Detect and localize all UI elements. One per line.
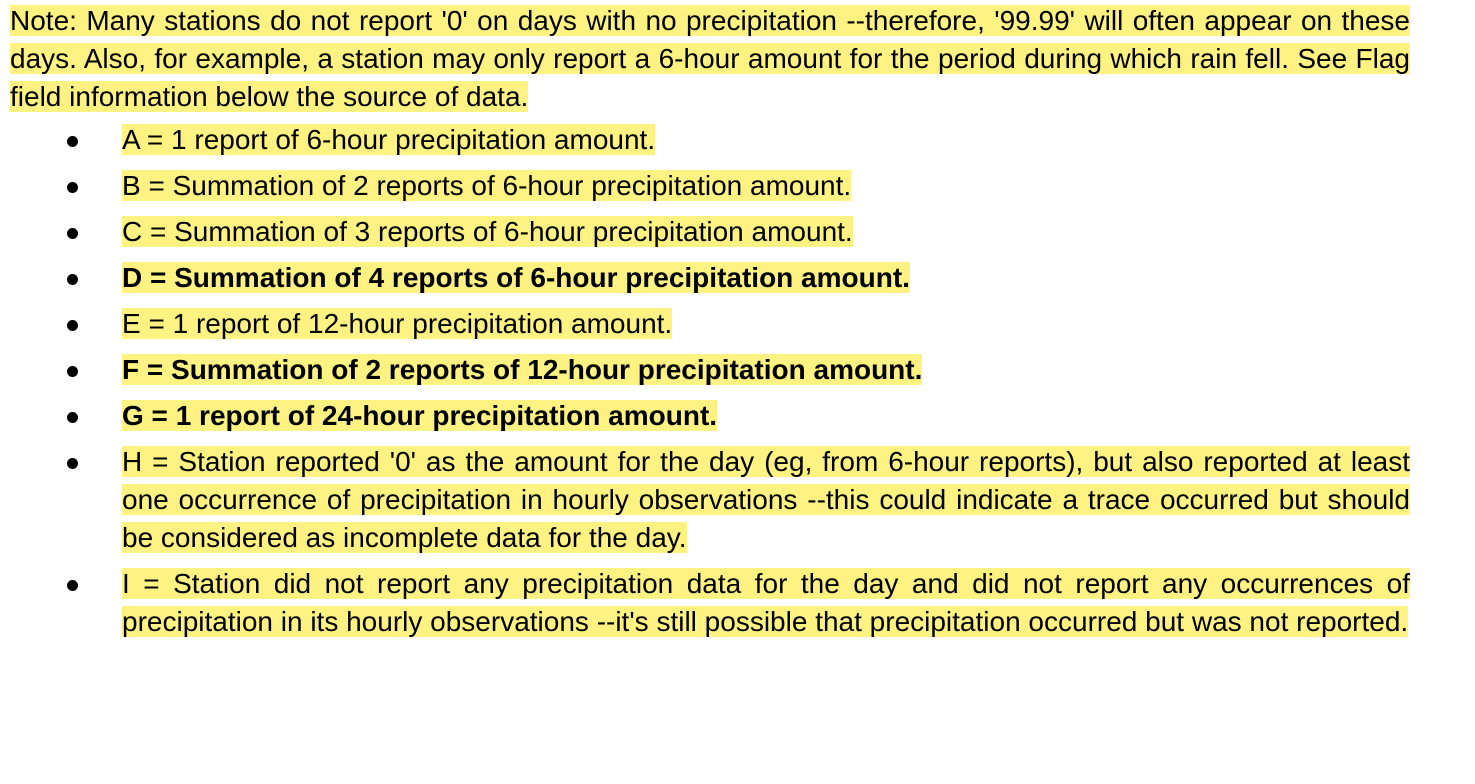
bullet-icon <box>67 366 78 377</box>
flag-text: A = 1 report of 6-hour precipitation amo… <box>122 124 656 155</box>
flag-item-d: D = Summation of 4 reports of 6-hour pre… <box>67 259 1410 297</box>
flag-item-a: A = 1 report of 6-hour precipitation amo… <box>67 121 1410 159</box>
flag-text: H = Station reported '0' as the amount f… <box>122 446 1410 553</box>
flag-item-b: B = Summation of 2 reports of 6-hour pre… <box>67 167 1410 205</box>
note-text: Note: Many stations do not report '0' on… <box>10 5 1410 112</box>
flag-text: B = Summation of 2 reports of 6-hour pre… <box>122 170 852 201</box>
bullet-icon <box>67 182 78 193</box>
bullet-icon <box>67 136 78 147</box>
flag-text: D = Summation of 4 reports of 6-hour pre… <box>122 262 910 293</box>
bullet-icon <box>67 412 78 423</box>
note-paragraph: Note: Many stations do not report '0' on… <box>10 0 1410 116</box>
flag-text: C = Summation of 3 reports of 6-hour pre… <box>122 216 853 247</box>
flag-item-e: E = 1 report of 12-hour precipitation am… <box>67 305 1410 343</box>
flag-text: I = Station did not report any precipita… <box>122 568 1410 637</box>
flag-item-h: H = Station reported '0' as the amount f… <box>67 443 1410 557</box>
flag-item-c: C = Summation of 3 reports of 6-hour pre… <box>67 213 1410 251</box>
flag-list: A = 1 report of 6-hour precipitation amo… <box>10 121 1410 641</box>
flag-item-g: G = 1 report of 24-hour precipitation am… <box>67 397 1410 435</box>
flag-text: G = 1 report of 24-hour precipitation am… <box>122 400 718 431</box>
bullet-icon <box>67 320 78 331</box>
bullet-icon <box>67 458 78 469</box>
flag-text: F = Summation of 2 reports of 12-hour pr… <box>122 354 923 385</box>
bullet-icon <box>67 228 78 239</box>
bullet-icon <box>67 580 78 591</box>
document-body: Note: Many stations do not report '0' on… <box>10 0 1410 649</box>
bullet-icon <box>67 274 78 285</box>
flag-item-f: F = Summation of 2 reports of 12-hour pr… <box>67 351 1410 389</box>
flag-text: E = 1 report of 12-hour precipitation am… <box>122 308 673 339</box>
flag-item-i: I = Station did not report any precipita… <box>67 565 1410 641</box>
